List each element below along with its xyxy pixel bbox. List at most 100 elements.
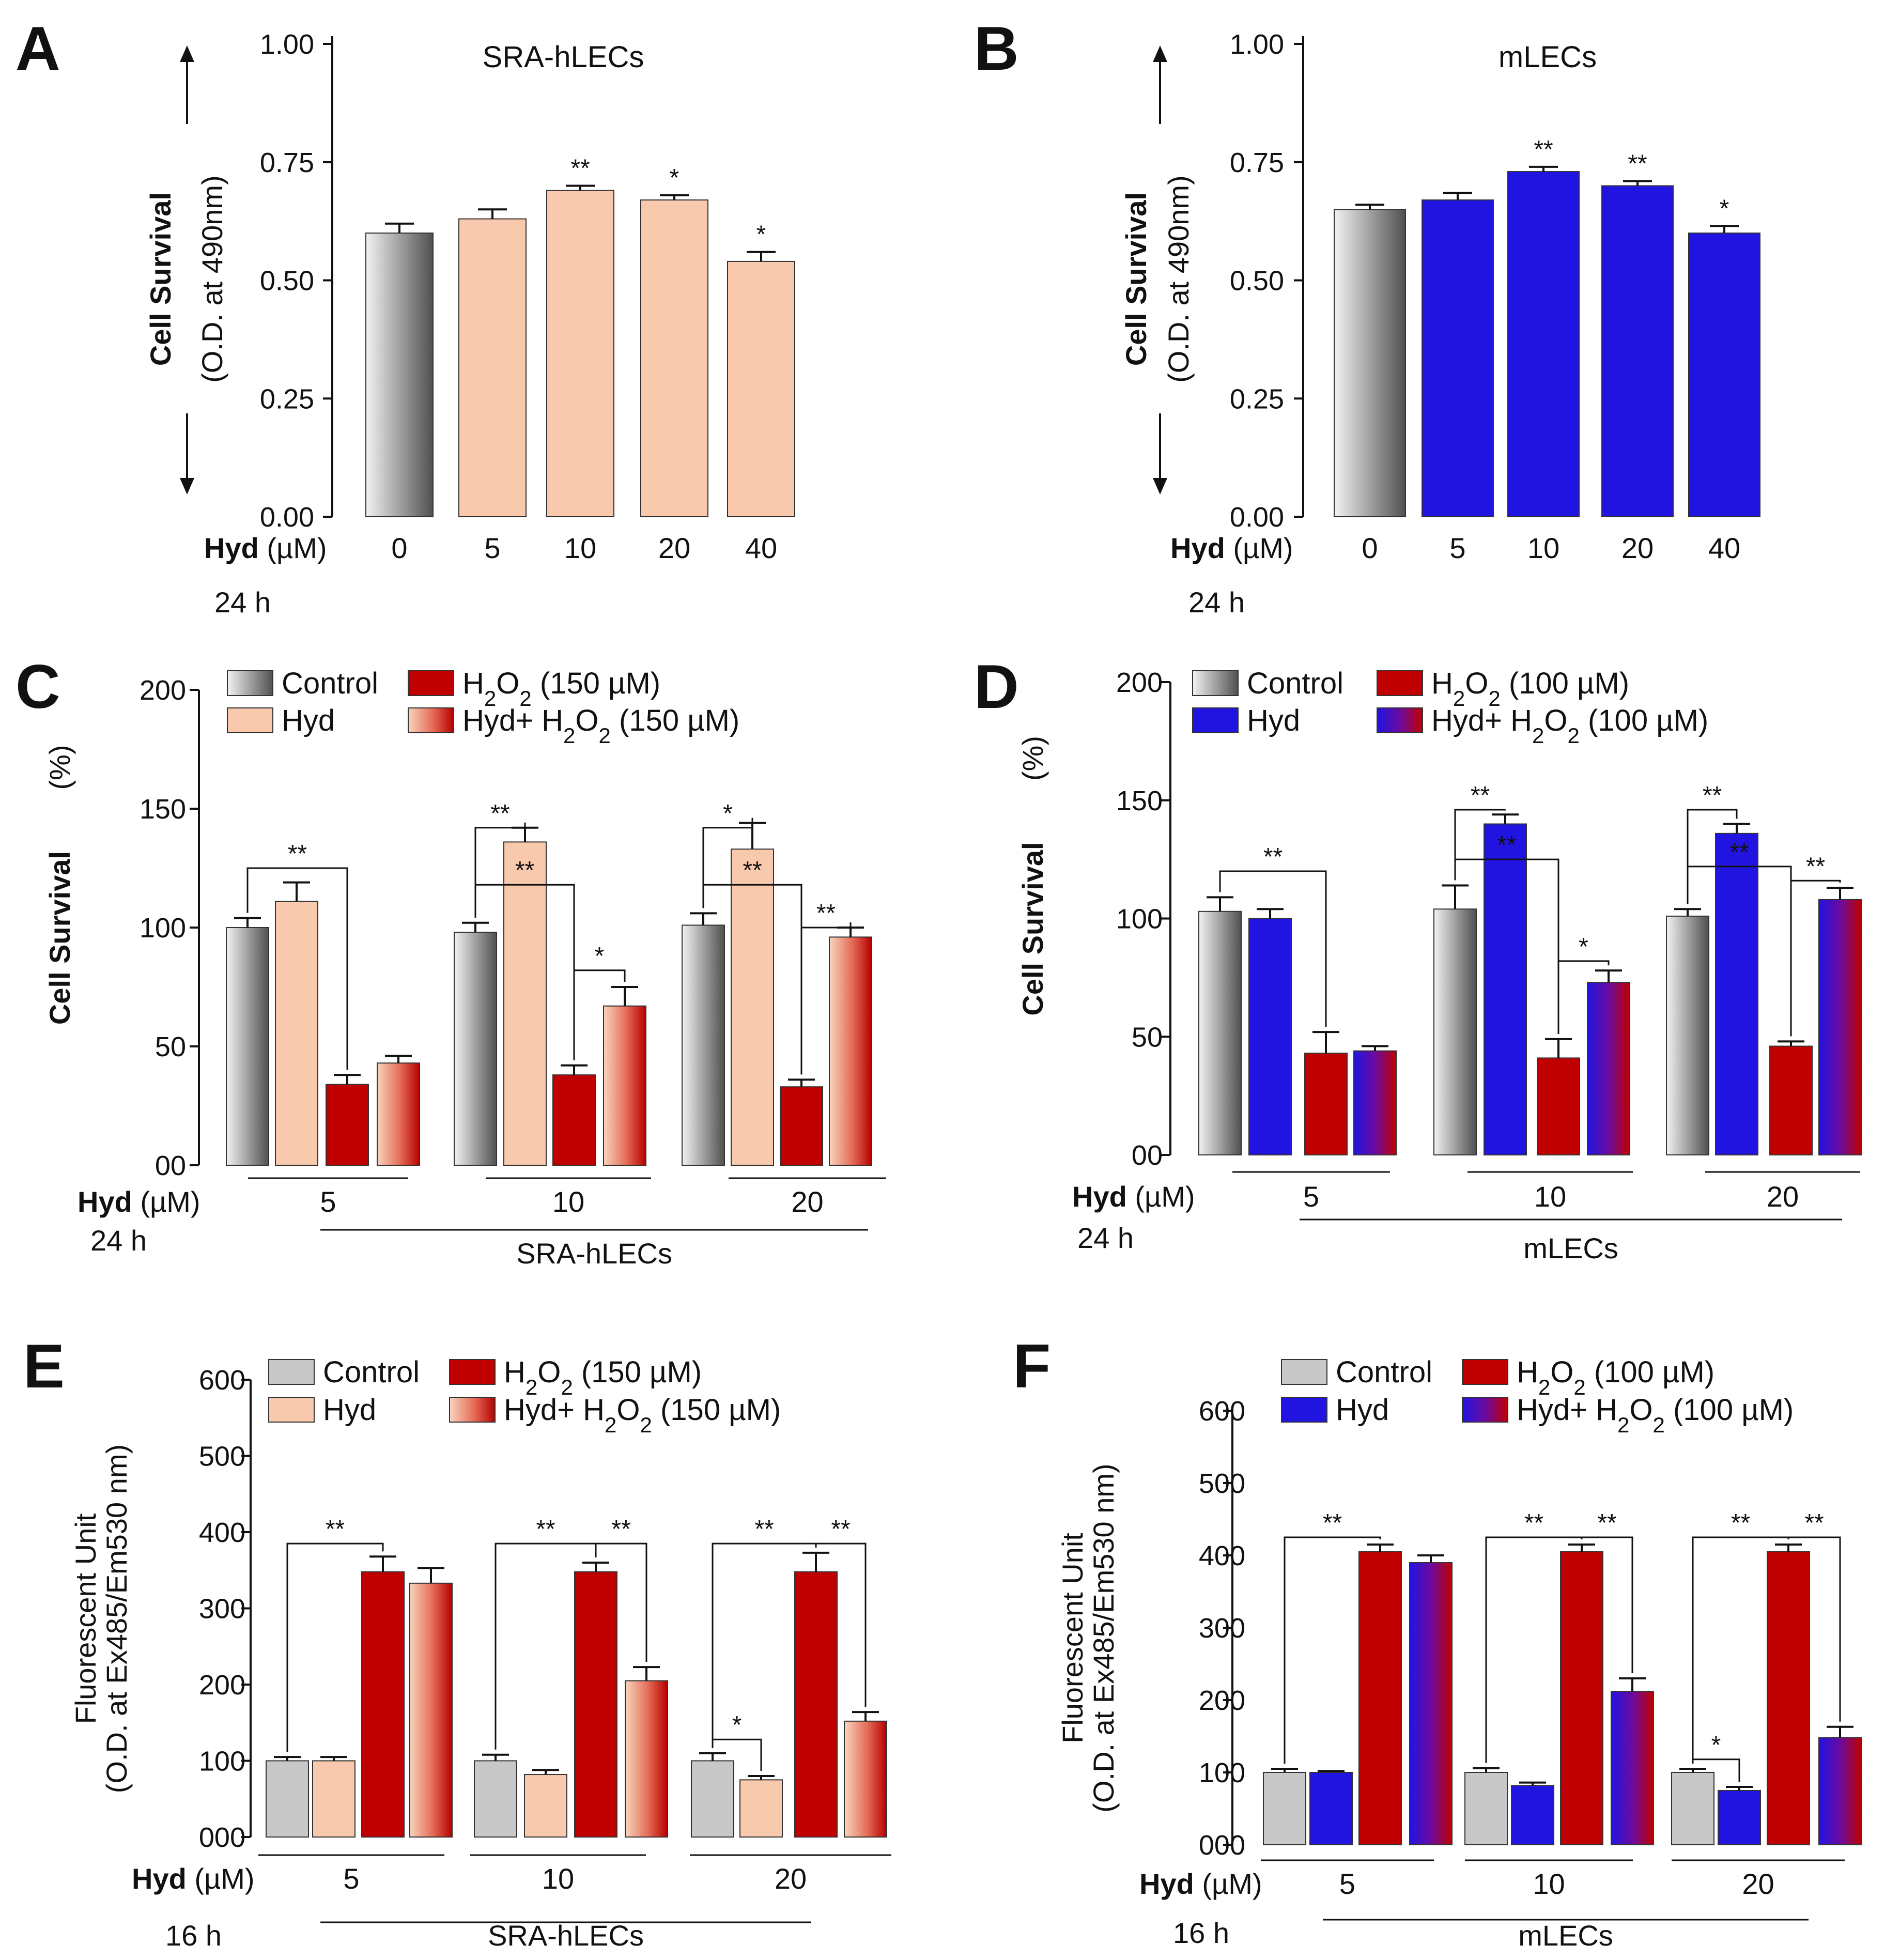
bar-control-20 bbox=[682, 924, 725, 1166]
significance-bracket bbox=[246, 867, 348, 1070]
text-span: O bbox=[496, 667, 519, 700]
bar-hyd-h2o2-150-m--5 bbox=[377, 1062, 420, 1166]
bar-0 bbox=[1334, 209, 1406, 517]
text-span: H bbox=[1517, 1355, 1538, 1389]
bar-hyd-5 bbox=[1248, 918, 1292, 1155]
y-tick-label: 400 bbox=[1199, 1540, 1245, 1571]
y-axis-sublabel: (O.D. at 490nm) bbox=[196, 175, 228, 382]
y-tick-label: 0.00 bbox=[1230, 502, 1284, 533]
bar-h2o2-150-m--10 bbox=[552, 1074, 596, 1166]
x-tick-label: 10 bbox=[564, 532, 596, 564]
legend-entry: H2O2 (100 µM) bbox=[1517, 1355, 1714, 1399]
down-arrow-head bbox=[180, 478, 194, 495]
legend-swatch bbox=[1462, 1359, 1508, 1385]
y-axis-sublabel: (%) bbox=[43, 745, 76, 790]
legend-swatch bbox=[227, 670, 273, 696]
text-span: Hyd+ bbox=[504, 1393, 583, 1427]
x-group-label: 20 bbox=[775, 1862, 807, 1895]
text-span: Hyd bbox=[1247, 704, 1300, 737]
bar-hyd-h2o2-100-m--5 bbox=[1353, 1050, 1397, 1155]
bar-hyd-10 bbox=[524, 1774, 567, 1838]
bar-control-20 bbox=[691, 1760, 734, 1838]
bar-hyd-20 bbox=[739, 1779, 783, 1838]
panel-a: A SRA-hLECs 0.00 0.25 0.50 0.75 1.00 Cell Survi… bbox=[16, 14, 795, 619]
text-span: 2 bbox=[561, 1375, 573, 1399]
y-tick-label: 0.00 bbox=[260, 502, 314, 533]
significance-bracket bbox=[1692, 1758, 1740, 1782]
y-tick-label: 0.25 bbox=[1230, 383, 1284, 414]
text-span: Hyd bbox=[1336, 1393, 1389, 1427]
text-span: H bbox=[583, 1393, 605, 1427]
legend-entry: Control bbox=[323, 1355, 420, 1389]
x-group-label: 10 bbox=[542, 1862, 574, 1895]
y-tick-label: 200 bbox=[1116, 667, 1163, 698]
text-span: O bbox=[1465, 667, 1488, 700]
significance-bracket bbox=[1557, 960, 1610, 1034]
text-span: 2 bbox=[1573, 1375, 1585, 1399]
significance-mark: ** bbox=[570, 155, 590, 182]
bar-hyd-5 bbox=[1309, 1772, 1353, 1845]
significance-mark: ** bbox=[1323, 1509, 1342, 1537]
bar-control-10 bbox=[454, 932, 497, 1166]
bar-control-10 bbox=[1464, 1772, 1508, 1845]
y-tick-label: 600 bbox=[199, 1365, 245, 1396]
bar-hyd-h2o2-150-m--10 bbox=[625, 1680, 668, 1838]
legend-swatch bbox=[1281, 1359, 1327, 1385]
y-tick-label: 100 bbox=[1199, 1757, 1245, 1788]
y-tick-label: 00 bbox=[1132, 1140, 1163, 1171]
down-arrow-head bbox=[1153, 478, 1167, 495]
legend-entry: Hyd+ H2O2 (100 µM) bbox=[1431, 704, 1708, 748]
bar-hyd-10 bbox=[1511, 1785, 1554, 1845]
bar-control-5 bbox=[1263, 1772, 1306, 1845]
y-tick-label: 200 bbox=[199, 1670, 245, 1701]
x-tick-label: 40 bbox=[1708, 532, 1740, 564]
text-span: 2 bbox=[1617, 1413, 1629, 1437]
significance-bracket bbox=[1687, 809, 1738, 904]
bar-hyd-h2o2-100-m--10 bbox=[1587, 982, 1630, 1156]
panel-letter: E bbox=[23, 1332, 65, 1401]
y-tick-label: 0.50 bbox=[1230, 266, 1284, 297]
time-label: 24 h bbox=[214, 586, 271, 619]
text-span: (150 µM) bbox=[652, 1393, 781, 1427]
x-axis-label: Hyd (µM) bbox=[78, 1185, 200, 1218]
significance-mark: ** bbox=[1524, 1509, 1543, 1537]
panel-c: C 00 50 100 150 200 Cell Survival (%) Control Hyd… bbox=[16, 652, 886, 1270]
significance-bracket bbox=[1787, 1536, 1841, 1722]
legend-entry: Hyd bbox=[1336, 1393, 1389, 1427]
x-group-label: 10 bbox=[552, 1185, 584, 1218]
bar-h2o2-100-m--20 bbox=[1767, 1551, 1810, 1845]
text-span: (100 µM) bbox=[1586, 1355, 1714, 1389]
legend-entry: Control bbox=[282, 667, 378, 700]
legend-entry: H2O2 (150 µM) bbox=[462, 667, 660, 711]
text-span: O bbox=[616, 1393, 640, 1427]
text-span: O bbox=[537, 1355, 561, 1389]
bar-h2o2-100-m--5 bbox=[1304, 1053, 1348, 1156]
bar-40 bbox=[1688, 233, 1760, 517]
text-span: Hyd+ bbox=[462, 704, 542, 737]
significance-bracket bbox=[1454, 809, 1506, 881]
significance-bracket bbox=[1790, 879, 1841, 1037]
bar-hyd-10 bbox=[1484, 823, 1527, 1155]
legend-swatch bbox=[1192, 670, 1239, 696]
text-span: 2 bbox=[605, 1413, 616, 1437]
legend-entry: Hyd+ H2O2 (100 µM) bbox=[1517, 1393, 1794, 1437]
text-span: Hyd+ bbox=[1431, 704, 1510, 737]
bar-control-10 bbox=[474, 1760, 517, 1838]
x-tick-label: 0 bbox=[1362, 532, 1378, 564]
y-axis-label: Cell Survival bbox=[1120, 192, 1152, 366]
legend-entry: Control bbox=[1247, 667, 1343, 700]
y-tick-label: 200 bbox=[1199, 1685, 1245, 1716]
x-group-label: 5 bbox=[1303, 1180, 1319, 1213]
text-span: Hyd bbox=[1170, 532, 1233, 564]
text-span: 2 bbox=[1568, 723, 1580, 748]
legend-entry: Hyd bbox=[323, 1393, 376, 1427]
x-tick-label: 5 bbox=[1449, 532, 1465, 564]
x-group-label: 20 bbox=[1742, 1868, 1774, 1900]
bar-h2o2-100-m--5 bbox=[1358, 1551, 1402, 1845]
x-tick-label: 10 bbox=[1527, 532, 1559, 564]
significance-bracket bbox=[595, 1542, 647, 1662]
significance-bracket bbox=[1454, 858, 1559, 1034]
cell-line-label: SRA-hLECs bbox=[516, 1237, 672, 1270]
significance-mark: ** bbox=[1731, 1509, 1750, 1537]
significance-bracket bbox=[474, 822, 526, 918]
